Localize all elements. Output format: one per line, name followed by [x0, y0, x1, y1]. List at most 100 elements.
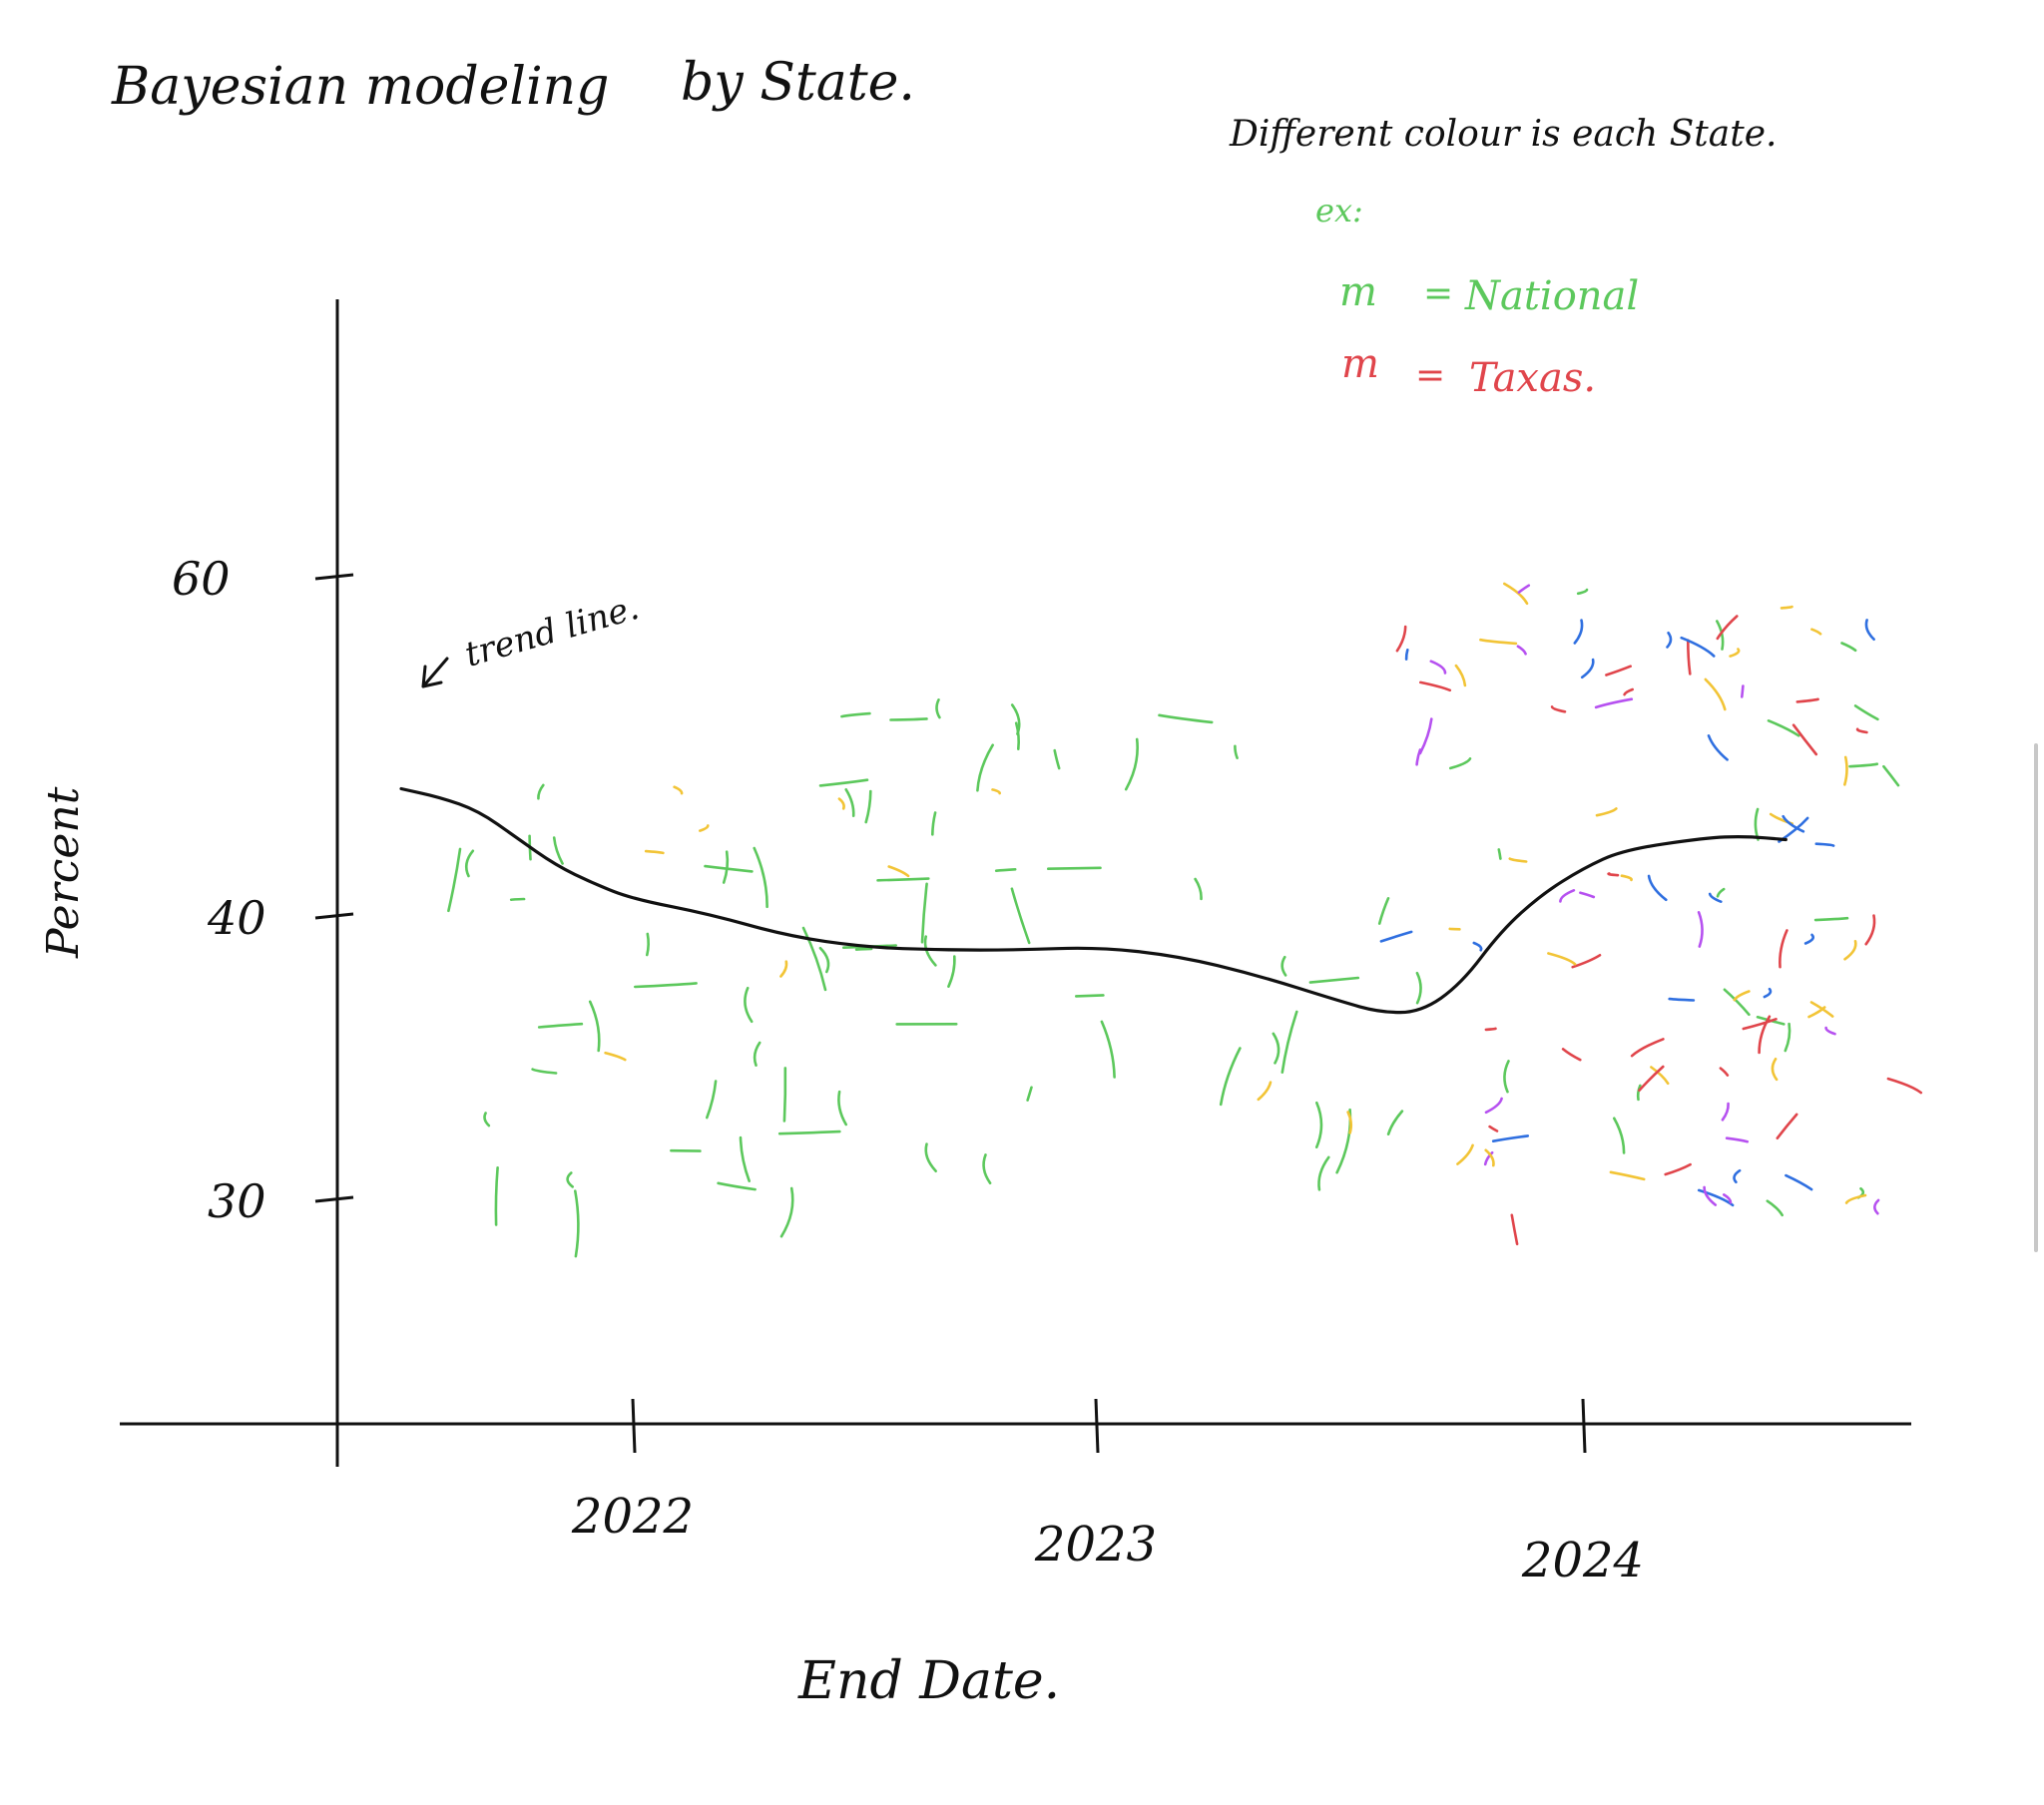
state-stroke [1864, 914, 1876, 946]
state-stroke [1853, 704, 1879, 721]
state-stroke [1503, 1060, 1510, 1094]
state-stroke [1047, 866, 1102, 870]
state-stroke [1779, 929, 1788, 969]
state-stroke [494, 1166, 499, 1226]
x-axis-label: End Date. [797, 1651, 1060, 1711]
state-stroke [1559, 889, 1576, 903]
chart-subtitle: by State. [681, 53, 915, 113]
state-stroke [991, 788, 1001, 795]
state-stroke [994, 868, 1017, 872]
state-stroke [1516, 645, 1527, 656]
state-stroke [1843, 940, 1857, 961]
state-stroke [935, 698, 941, 719]
state-stroke [1843, 755, 1848, 786]
state-stroke [1484, 1097, 1503, 1115]
state-stroke [1561, 1048, 1582, 1062]
state-stroke [1484, 1148, 1495, 1167]
y-axis-ticks: 60 40 30 [172, 552, 354, 1228]
state-stroke [844, 788, 855, 817]
state-stroke [1721, 1102, 1730, 1122]
x-tick-mark [631, 1398, 637, 1454]
state-stroke [1807, 1006, 1826, 1019]
state-stroke [1668, 997, 1696, 1002]
state-stroke [673, 785, 684, 795]
state-stroke [1733, 990, 1751, 1002]
state-stroke [447, 847, 462, 913]
state-stroke [1716, 887, 1726, 898]
state-stroke [722, 850, 730, 884]
state-stroke [744, 986, 754, 1024]
state-stroke [537, 783, 545, 800]
state-stroke [1719, 1067, 1730, 1077]
state-stroke [818, 778, 869, 787]
state-stroke [1771, 1058, 1779, 1082]
x-axis-ticks: 2022 2023 2024 [571, 1398, 1644, 1588]
state-stroke [1630, 1038, 1665, 1058]
state-stroke [1415, 748, 1422, 766]
y-tick-mark [314, 912, 354, 920]
state-stroke [1100, 1020, 1116, 1079]
legend-example-prefix: ex: [1315, 192, 1363, 229]
state-stroke [1680, 636, 1716, 658]
state-stroke [1780, 605, 1793, 610]
state-stroke [1666, 632, 1673, 649]
state-stroke [1638, 1065, 1665, 1093]
y-tick-label: 40 [207, 891, 266, 945]
state-stroke [644, 849, 665, 855]
state-stroke [1449, 757, 1472, 770]
state-stroke [1377, 897, 1390, 925]
state-stroke [646, 932, 650, 957]
state-stroke [1733, 1168, 1742, 1184]
vertical-scrollbar[interactable] [2034, 743, 2038, 1252]
state-stroke [1873, 1198, 1880, 1215]
state-stroke [1664, 1162, 1692, 1176]
state-stroke [1864, 619, 1875, 641]
state-stroke [1053, 748, 1061, 770]
state-stroke [1686, 639, 1692, 676]
state-stroke [1517, 584, 1531, 594]
state-stroke [1785, 1173, 1813, 1191]
state-stroke [1758, 1015, 1772, 1055]
state-stroke [634, 982, 698, 989]
state-stroke [1379, 930, 1413, 943]
x-tick-label: 2023 [1034, 1517, 1157, 1573]
state-stroke [1415, 971, 1422, 1005]
state-stroke [1776, 1113, 1798, 1139]
state-stroke [947, 955, 956, 988]
state-stroke [574, 1189, 580, 1258]
state-stroke [1026, 1086, 1033, 1102]
state-stroke [1620, 874, 1633, 882]
state-stroke [1886, 1077, 1923, 1095]
legend-mark-texas: m [1341, 341, 1379, 387]
state-stroke [1280, 955, 1287, 977]
state-stroke [779, 960, 788, 978]
state-stroke [1010, 703, 1021, 735]
state-stroke [753, 1041, 762, 1067]
state-stroke [1456, 1143, 1474, 1165]
trend-annotation: trend line. [421, 588, 644, 688]
state-stroke [1404, 649, 1409, 661]
state-stroke [1158, 713, 1214, 724]
state-stroke [1317, 1155, 1330, 1191]
state-stroke [1703, 1185, 1718, 1206]
state-stroke [1580, 658, 1595, 679]
state-stroke [1650, 1066, 1670, 1086]
state-stroke [1809, 1001, 1834, 1018]
state-stroke [1723, 1193, 1733, 1204]
state-stroke [1571, 954, 1602, 969]
state-stroke [483, 1112, 491, 1128]
state-stroke [1386, 1110, 1404, 1135]
state-stroke [464, 849, 475, 878]
y-tick-label: 60 [172, 552, 231, 606]
x-tick-mark [1094, 1398, 1100, 1454]
state-stroke [552, 836, 564, 865]
state-stroke [1395, 625, 1407, 653]
state-stroke [1454, 664, 1467, 687]
state-stroke [604, 1051, 627, 1062]
state-stroke [818, 946, 830, 974]
state-stroke [706, 1080, 718, 1120]
state-stroke [704, 864, 754, 873]
state-stroke [1791, 723, 1818, 756]
state-stroke [1636, 1084, 1642, 1102]
